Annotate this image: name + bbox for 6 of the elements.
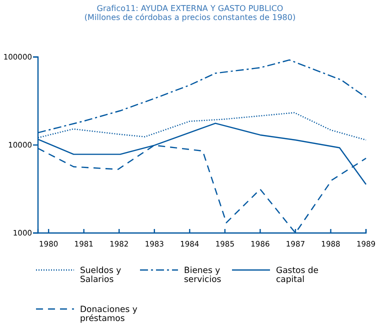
chart-title: Grafico11: AYUDA EXTERNA Y GASTO PUBLICO — [96, 4, 284, 13]
legend-label: Sueldos y Salarios — [80, 266, 122, 285]
chart-subtitle: (Millones de córdobas a precios constantes de 1980) — [84, 13, 296, 22]
legend-label: Bienes y servicios — [184, 266, 222, 285]
legend-label: Gastos de capital — [276, 266, 319, 285]
legend-label: Donaciones y préstamos — [80, 305, 138, 324]
